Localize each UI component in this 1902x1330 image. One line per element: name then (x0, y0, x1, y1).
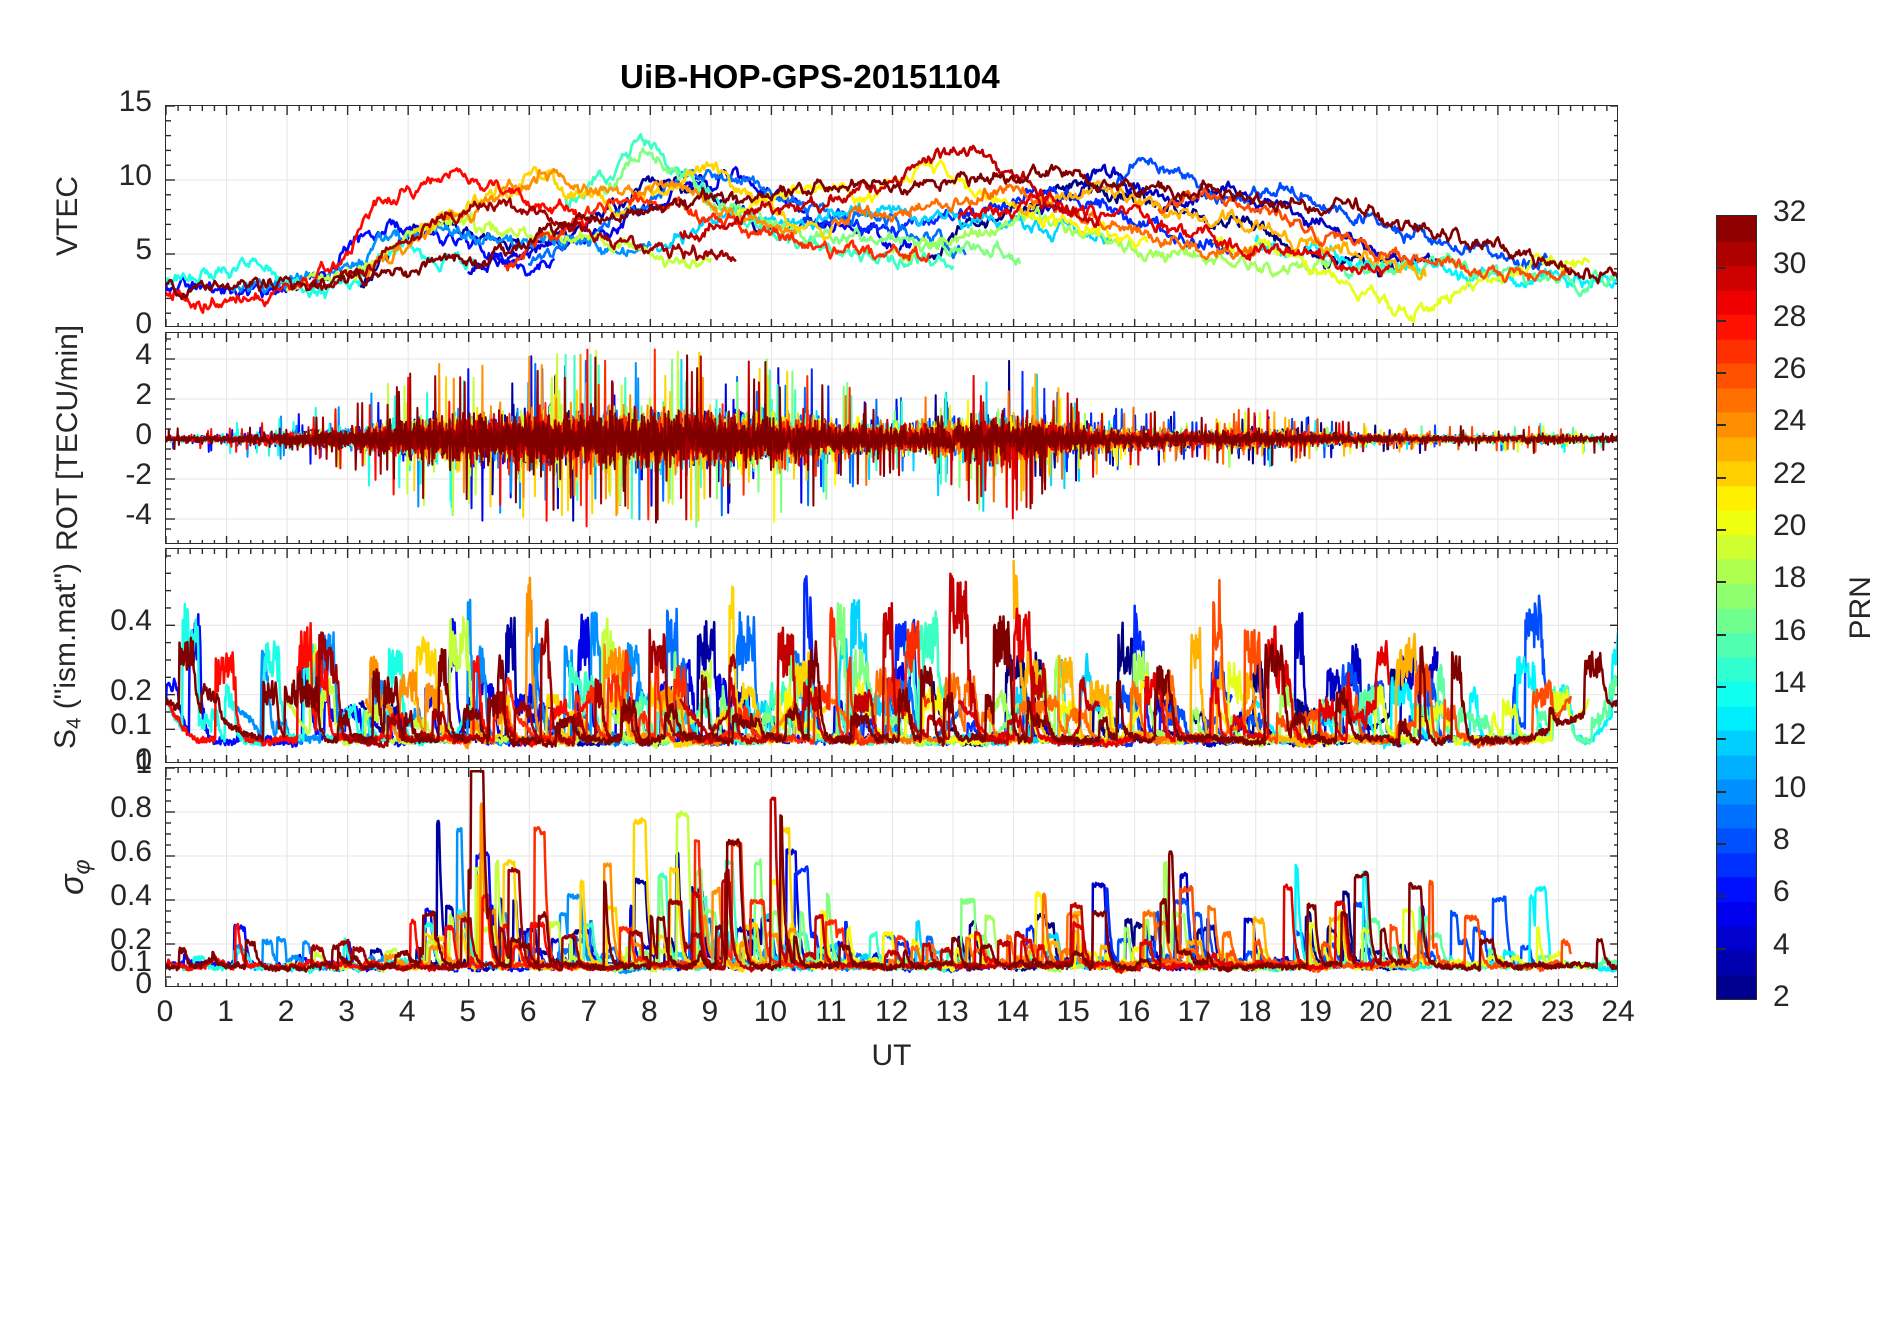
x-tick-6: 6 (519, 995, 537, 1028)
x-tick-3: 3 (338, 995, 355, 1028)
colorbar-tickmark-28 (1717, 320, 1726, 322)
x-tick-2: 2 (277, 995, 295, 1028)
colorbar-tickmark-20 (1717, 529, 1726, 531)
x-tick-9: 9 (701, 995, 719, 1028)
colorbar-tick-28: 28 (1773, 299, 1807, 333)
x-tick-1: 1 (217, 995, 234, 1028)
rot-plot-area (165, 332, 1618, 544)
colorbar-tick-2: 2 (1773, 980, 1790, 1013)
rot-panel-ytick-neg4: -4 (125, 498, 152, 531)
colorbar-tickmark-16 (1717, 634, 1726, 636)
colorbar-tick-26: 26 (1773, 352, 1807, 385)
x-tick-0: 0 (156, 995, 174, 1028)
colorbar-tickmark-24 (1717, 424, 1726, 426)
x-tick-17: 17 (1177, 995, 1211, 1028)
colorbar-tick-16: 16 (1773, 613, 1807, 647)
colorbar-tick-4: 4 (1773, 927, 1790, 961)
s4-panel-ytick-top: 1 (135, 743, 152, 776)
sigma-phi-panel-ytick-0p1: 0.1 (110, 945, 152, 978)
colorbar-tick-12: 12 (1773, 718, 1807, 752)
colorbar-tickmark-8 (1717, 843, 1726, 845)
colorbar-tick-6: 6 (1773, 875, 1790, 909)
x-tick-20: 20 (1359, 995, 1393, 1028)
vtec-panel-ytick-0: 0 (135, 307, 152, 340)
colorbar-tick-22: 22 (1773, 456, 1807, 490)
figure-title: UiB-HOP-GPS-20151104 (619, 58, 1000, 95)
x-tick-13: 13 (935, 995, 969, 1028)
sigma-phi-plot-area (165, 767, 1618, 987)
x-tick-10: 10 (753, 995, 788, 1028)
sigma-phi-panel-ytick-0p6: 0.6 (110, 835, 152, 868)
s4-plot-area (165, 548, 1618, 763)
colorbar-tick-10: 10 (1773, 770, 1807, 804)
x-tick-5: 5 (459, 995, 477, 1028)
colorbar-tickmark-10 (1717, 791, 1726, 793)
prn-colorbar[interactable] (1716, 215, 1757, 1000)
sigma-phi-panel-ytick-0: 0 (135, 967, 152, 1000)
x-axis-label: UT (871, 1039, 912, 1072)
x-tick-24: 24 (1601, 995, 1635, 1028)
s4-panel-ytick-0: 0 (135, 743, 152, 776)
x-tick-12: 12 (874, 995, 909, 1028)
sigma-phi-axis-label: σφ (53, 859, 95, 895)
x-tick-7: 7 (580, 995, 598, 1028)
colorbar-tick-30: 30 (1773, 247, 1807, 281)
x-tick-8: 8 (640, 995, 658, 1028)
vtec-axis-label: VTEC (51, 175, 84, 256)
colorbar-tickmark-14 (1717, 686, 1726, 688)
s4-panel-ytick-0p2: 0.2 (110, 673, 152, 707)
colorbar-tickmark-6 (1717, 895, 1726, 897)
colorbar-tick-20: 20 (1773, 509, 1807, 542)
colorbar-tickmark-18 (1717, 581, 1726, 583)
sigma-phi-panel-ytick-1: 1 (135, 747, 152, 780)
colorbar-tickmark-26 (1717, 372, 1726, 374)
sigma-phi-panel-ytick-0p2: 0.2 (110, 923, 152, 956)
x-tick-21: 21 (1419, 995, 1454, 1028)
x-tick-4: 4 (398, 995, 416, 1028)
sigma-phi-panel-ytick-0p4: 0.4 (110, 879, 152, 912)
x-tick-15: 15 (1056, 995, 1090, 1028)
rot-panel-ytick-2: 2 (135, 378, 152, 411)
s4-panel-ytick-0p1: 0.1 (110, 708, 152, 742)
colorbar-tickmark-30 (1717, 267, 1726, 269)
x-tick-16: 16 (1116, 995, 1151, 1028)
colorbar-tickmark-12 (1717, 738, 1726, 740)
colorbar-tick-14: 14 (1773, 666, 1807, 699)
rot-panel-ytick-4: 4 (135, 338, 152, 371)
vtec-panel-ytick-5: 5 (135, 233, 152, 266)
s4-axis-label: S4 ("ism.mat") (49, 562, 86, 749)
vtec-plot-area (165, 105, 1618, 327)
s4-panel-ytick-0p4: 0.4 (110, 604, 152, 638)
colorbar-label: PRN (1844, 575, 1877, 639)
colorbar-tickmark-22 (1717, 477, 1726, 479)
x-tick-19: 19 (1298, 995, 1332, 1028)
rot-axis-label: ROT [TECU/min] (51, 324, 84, 551)
colorbar-tick-32: 32 (1773, 195, 1807, 228)
vtec-panel-ytick-15: 15 (118, 85, 152, 118)
colorbar-tick-24: 24 (1773, 404, 1807, 438)
x-tick-14: 14 (995, 995, 1030, 1028)
colorbar-tickmark-4 (1717, 948, 1726, 950)
rot-panel-ytick-neg2: -2 (125, 458, 152, 491)
x-tick-22: 22 (1480, 995, 1514, 1028)
vtec-panel-ytick-10: 10 (118, 159, 152, 192)
x-tick-18: 18 (1238, 995, 1272, 1028)
colorbar-tick-8: 8 (1773, 823, 1790, 856)
colorbar-tick-18: 18 (1773, 561, 1807, 595)
x-tick-11: 11 (815, 995, 847, 1028)
sigma-phi-panel-ytick-0p8: 0.8 (110, 791, 152, 824)
x-tick-23: 23 (1540, 995, 1575, 1028)
rot-panel-ytick-0: 0 (135, 418, 152, 451)
